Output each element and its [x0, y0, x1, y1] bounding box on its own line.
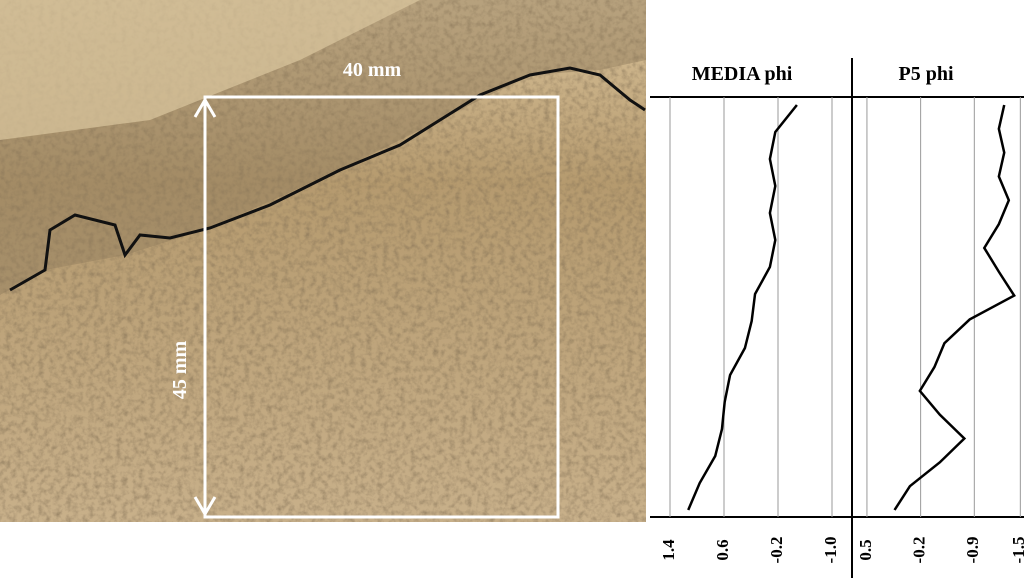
panel-title: MEDIA phi: [692, 63, 793, 85]
x-tick-label: -0.2: [767, 537, 786, 564]
panel-title: P5 phi: [898, 63, 953, 85]
x-tick-label: 0.5: [856, 539, 875, 560]
plots: 1.4 0.6 -0.2 -1.0 0.5 -0.2 -0.9 -1.5: [659, 97, 1024, 563]
width-label: 40 mm: [343, 59, 402, 81]
height-label: 45 mm: [169, 341, 191, 400]
x-tick-label: -1.0: [821, 537, 840, 564]
profile-line: [688, 105, 797, 510]
x-tick-label: -0.9: [963, 537, 982, 564]
figure: 40 mm 45 mm 1.4 0.6 -0.2 -1.0 0.5 -0.2 -0.9 -1.…: [0, 0, 1024, 578]
x-tick-label: 1.4: [659, 539, 678, 561]
photo: 40 mm 45 mm: [0, 0, 646, 522]
profile-line: [895, 105, 1015, 510]
x-tick-label: -0.2: [910, 537, 929, 564]
x-tick-label: -1.5: [1009, 537, 1024, 564]
x-tick-label: 0.6: [713, 539, 732, 560]
